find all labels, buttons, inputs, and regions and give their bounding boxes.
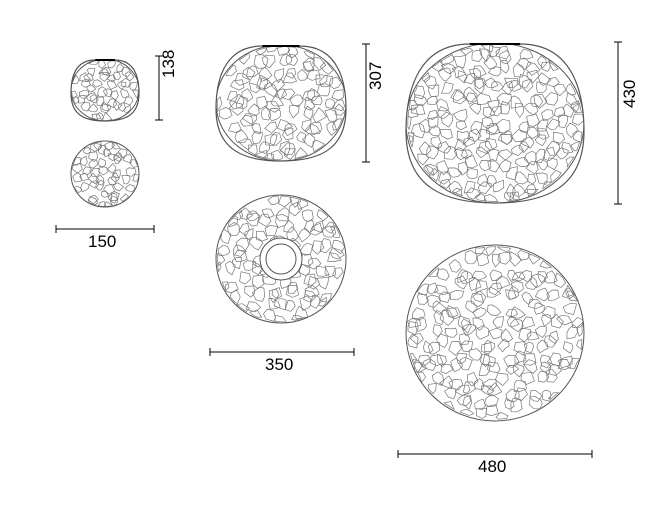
- dimension-height: [362, 42, 376, 164]
- lamp-bottom-view: [405, 244, 585, 422]
- lamp-bottom-view: [70, 140, 140, 208]
- tech-drawing-canvas: 150 138 350 307 480 430: [0, 0, 671, 513]
- dimension-width-label: 480: [478, 457, 506, 477]
- lamp-side-view: [70, 58, 140, 122]
- dimension-height-label: 138: [159, 50, 179, 78]
- dimension-height: [614, 40, 628, 206]
- lamp-side-view: [215, 44, 347, 162]
- dimension-width-label: 350: [265, 355, 293, 375]
- lamp-bottom-view: [215, 194, 347, 324]
- dimension-width-label: 150: [88, 232, 116, 252]
- dimension-height-label: 430: [620, 80, 640, 108]
- lamp-side-view: [405, 42, 585, 204]
- dimension-height-label: 307: [366, 62, 386, 90]
